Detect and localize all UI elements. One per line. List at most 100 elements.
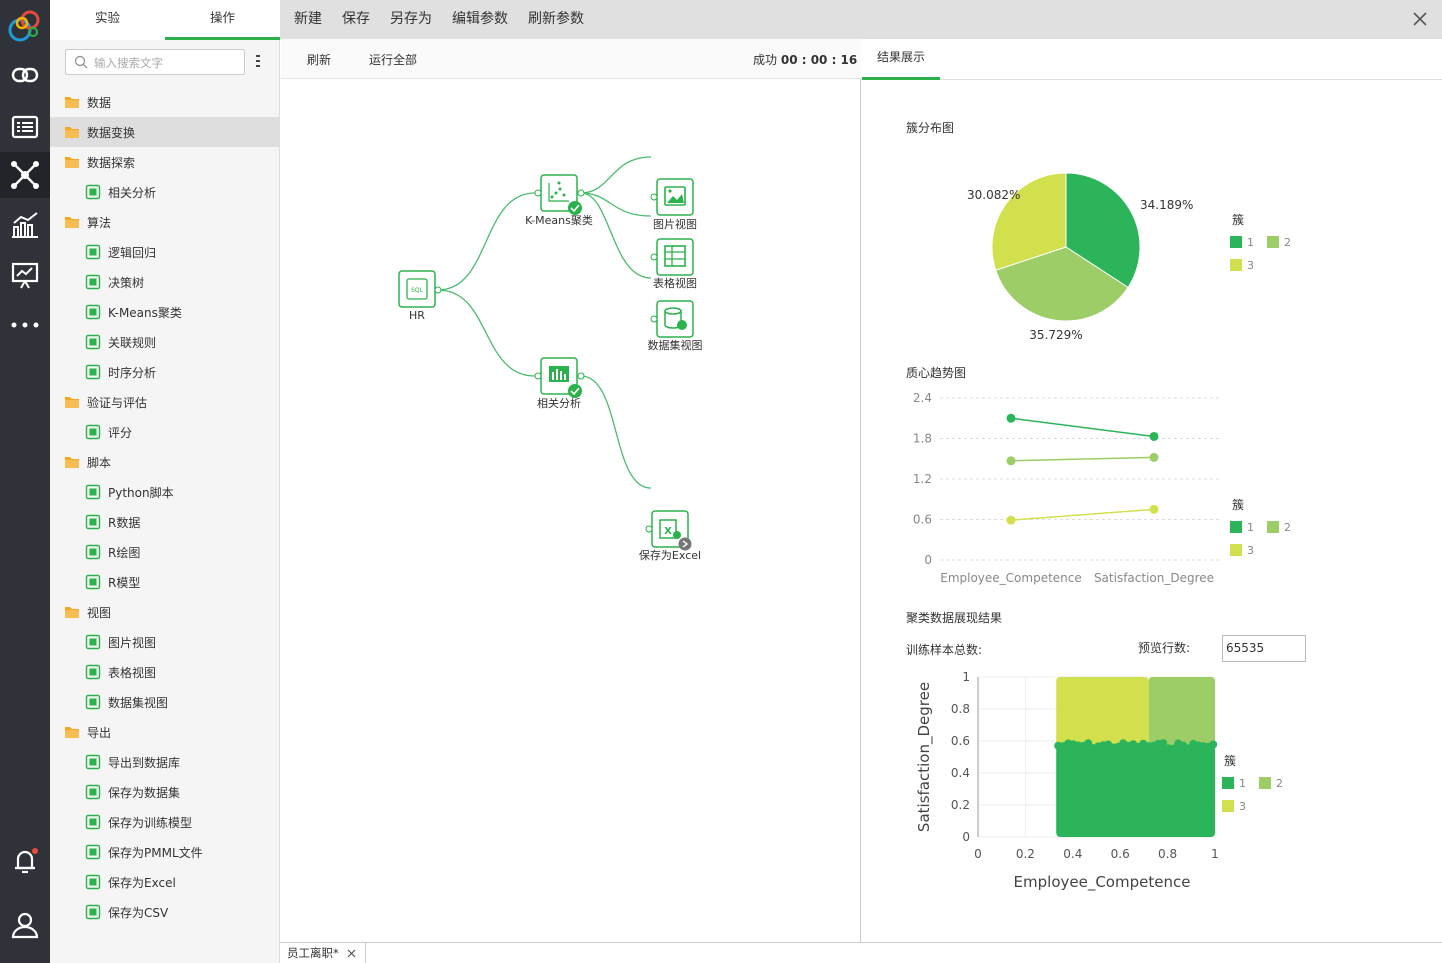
node-image-view[interactable]: 图片视图 [650, 178, 697, 231]
y-tick-label: 0.4 [951, 766, 970, 780]
tree-folder[interactable]: 导出 [50, 717, 280, 747]
y-axis-title: Satisfaction_Degree [915, 682, 934, 832]
refresh-button[interactable]: 刷新 [307, 53, 332, 67]
legend-title: 簇 [1232, 212, 1244, 227]
score-icon [85, 424, 101, 440]
folder-icon [64, 454, 80, 470]
legend-swatch [1230, 544, 1242, 556]
tree-item[interactable]: Python脚本 [50, 477, 280, 507]
search-input[interactable]: 输入搜索文字 [65, 49, 245, 75]
legend-label: 2 [1284, 521, 1291, 534]
tree-folder[interactable]: 算法 [50, 207, 280, 237]
time-series-icon [85, 364, 101, 380]
close-tab-icon[interactable] [347, 949, 356, 958]
series-point [1006, 456, 1016, 466]
tree-item[interactable]: 保存为Excel [50, 867, 280, 897]
list-icon[interactable] [0, 104, 50, 150]
tree-item[interactable]: 保存为训练模型 [50, 807, 280, 837]
bar-chart-icon[interactable] [0, 202, 50, 248]
tree-folder[interactable]: 验证与评估 [50, 387, 280, 417]
cluster-region [1148, 677, 1215, 746]
kebab-menu-icon[interactable] [256, 54, 260, 68]
y-tick-label: 0.6 [913, 513, 932, 527]
tree-item-label: 脚本 [87, 455, 112, 470]
tree-item[interactable]: 相关分析 [50, 177, 280, 207]
tree-item[interactable]: 时序分析 [50, 357, 280, 387]
canvas-toolbar: 刷新 运行全部 成功 00 : 00 : 16 [281, 39, 861, 79]
tree-item[interactable]: 保存为数据集 [50, 777, 280, 807]
node-corr[interactable]: 相关分析 [534, 357, 585, 410]
node-table-view[interactable]: 表格视图 [650, 238, 697, 290]
tab-experiment[interactable]: 实验 [94, 10, 120, 25]
r-data-icon [85, 514, 101, 530]
preview-rows-input[interactable]: 65535 [1222, 635, 1306, 662]
document-tab-label: 员工离职* [287, 946, 339, 960]
presentation-icon[interactable] [0, 252, 50, 298]
tree-folder[interactable]: 视图 [50, 597, 280, 627]
y-tick-label: 0 [962, 830, 970, 844]
tree-item[interactable]: 保存为PMML文件 [50, 837, 280, 867]
pie-slice [991, 172, 1067, 271]
python-script-icon [85, 484, 101, 500]
menu-save-as[interactable]: 另存为 [390, 11, 432, 27]
tree-item[interactable]: 数据集视图 [50, 687, 280, 717]
tree-folder[interactable]: 数据 [50, 87, 280, 117]
tab-operation[interactable]: 操作 [165, 0, 280, 40]
tree-item[interactable]: 导出到数据库 [50, 747, 280, 777]
workflow-icon[interactable] [0, 152, 50, 198]
more-icon[interactable] [0, 302, 50, 348]
tree-folder[interactable]: 数据探索 [50, 147, 280, 177]
kmeans-icon [85, 304, 101, 320]
tree-item[interactable]: 评分 [50, 417, 280, 447]
dataset-view-icon [664, 307, 687, 330]
document-tab[interactable]: 员工离职* [280, 943, 366, 963]
series-point [1006, 515, 1016, 525]
tree-item[interactable]: R绘图 [50, 537, 280, 567]
tab-result-display[interactable]: 结果展示 [862, 39, 940, 80]
close-icon[interactable] [1413, 12, 1427, 26]
tree-item[interactable]: 图片视图 [50, 627, 280, 657]
tree-item[interactable]: 决策树 [50, 267, 280, 297]
tree-item[interactable]: R数据 [50, 507, 280, 537]
operator-tree: 数据 数据变换 数据探索 相关分析 算法 逻辑回归 决策树 K-Means聚类 关联规则 时序分析… [50, 87, 280, 927]
node-dataset-view[interactable]: 数据集视图 [648, 300, 703, 352]
tree-item[interactable]: K-Means聚类 [50, 297, 280, 327]
sample-count-label: 训练样本总数: [906, 643, 983, 657]
success-icon [568, 201, 582, 215]
menu-save[interactable]: 保存 [342, 11, 370, 27]
legend-label: 3 [1247, 259, 1254, 272]
node-hr[interactable]: SQL HR [398, 270, 442, 322]
tree-item[interactable]: 逻辑回归 [50, 237, 280, 267]
link-icon[interactable] [0, 52, 50, 98]
tree-item[interactable]: R模型 [50, 567, 280, 597]
scatter-chart: 1 0.8 0.6 0.4 0.2 00 0.2 0.4 0.6 0.8 1 Employee_Com… [915, 670, 1283, 892]
menu-edit-params[interactable]: 编辑参数 [452, 11, 508, 27]
correlation-icon [85, 184, 101, 200]
tree-item[interactable]: 表格视图 [50, 657, 280, 687]
bell-icon[interactable] [0, 838, 50, 884]
workflow-canvas[interactable]: 刷新 运行全部 成功 00 : 00 : 16 SQL HR [281, 39, 861, 942]
menu-new[interactable]: 新建 [294, 11, 322, 27]
user-icon[interactable] [0, 902, 50, 948]
folder-icon [64, 214, 80, 230]
node-hr-label: HR [409, 309, 425, 322]
node-kmeans[interactable]: K-Means聚类 [525, 174, 593, 227]
tree-item-label: 表格视图 [108, 665, 157, 680]
menu-refresh-params[interactable]: 刷新参数 [528, 11, 584, 27]
tree-item-label: 数据集视图 [108, 695, 169, 710]
tree-item[interactable]: 关联规则 [50, 327, 280, 357]
scatter-title: 聚类数据展现结果 [906, 611, 1003, 625]
series-point [1149, 431, 1159, 441]
y-tick-label: 1.8 [913, 432, 932, 446]
node-save-excel[interactable]: X 保存为Excel [639, 510, 701, 562]
tree-folder[interactable]: 脚本 [50, 447, 280, 477]
series-line [1010, 508, 1155, 521]
tree-folder[interactable]: 数据变换 [50, 117, 280, 147]
tree-item-label: 保存为Excel [108, 875, 176, 890]
tree-item[interactable]: 保存为CSV [50, 897, 280, 927]
run-all-button[interactable]: 运行全部 [369, 53, 418, 67]
dataset-view-icon [85, 694, 101, 710]
save-excel-icon: X [659, 519, 681, 539]
edge-kmeans-tbl [580, 192, 652, 217]
logo-icon [0, 0, 50, 50]
